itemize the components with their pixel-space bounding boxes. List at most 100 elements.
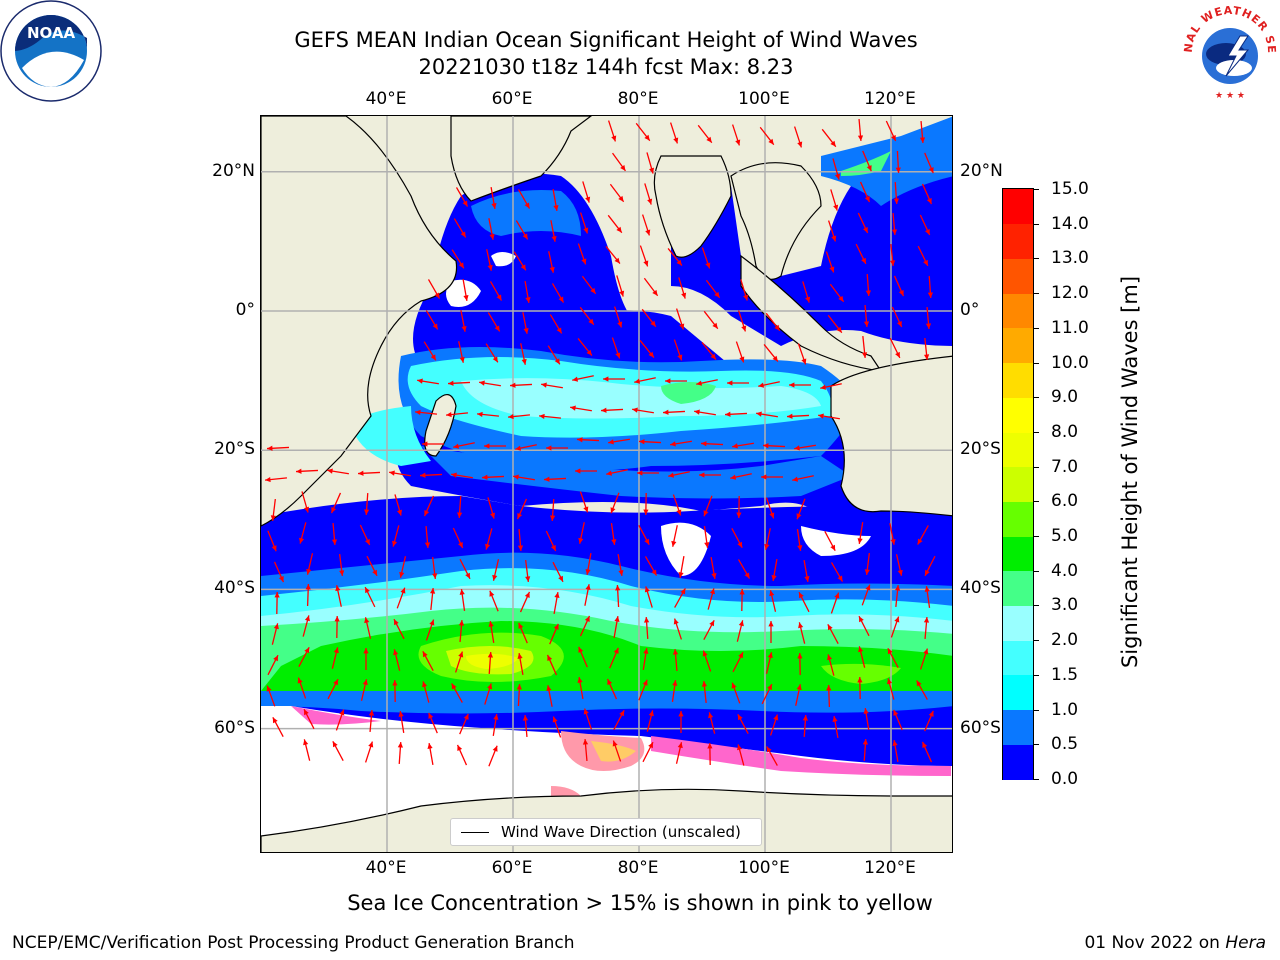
wave-direction-arrow — [331, 522, 338, 546]
wave-direction-arrow — [302, 615, 310, 637]
wave-direction-arrow — [303, 708, 315, 730]
wave-direction-arrow — [669, 122, 679, 144]
colorbar-tick-label: 12.0 — [1051, 283, 1089, 304]
colorbar-segment — [1003, 293, 1033, 329]
wave-direction-arrow — [487, 312, 501, 332]
wave-direction-arrow — [392, 679, 398, 703]
wave-direction-arrow — [857, 676, 863, 700]
wave-direction-arrow — [484, 683, 493, 705]
wave-direction-arrow — [917, 525, 929, 545]
wave-direction-arrow — [451, 472, 473, 479]
colorbar-segment — [1003, 501, 1033, 537]
wave-direction-arrow — [638, 439, 662, 445]
wave-direction-arrow — [769, 590, 777, 612]
colorbar-segment — [1003, 605, 1033, 641]
wave-direction-arrow — [417, 378, 439, 385]
wave-direction-arrow — [432, 557, 438, 579]
wave-direction-arrow — [547, 345, 561, 365]
wave-direction-arrow — [707, 588, 715, 610]
colorbar-tick-mark — [1034, 223, 1039, 225]
wave-direction-arrow — [423, 495, 435, 517]
wave-direction-arrow — [732, 442, 754, 449]
wave-direction-arrow — [703, 495, 713, 517]
lon-tick-label-top: 40°E — [365, 89, 407, 109]
wave-direction-arrow — [522, 714, 529, 738]
wave-direction-arrow — [487, 651, 493, 675]
colorbar-tick-mark — [1034, 431, 1039, 433]
colorbar-segment — [1003, 397, 1033, 433]
wave-direction-arrow — [582, 181, 591, 203]
wave-direction-arrow — [644, 556, 658, 576]
wave-direction-arrow — [272, 716, 284, 738]
wave-direction-arrow — [766, 746, 778, 766]
wave-direction-arrow — [553, 592, 560, 614]
wave-direction-arrow — [424, 525, 431, 549]
wave-direction-arrow — [802, 281, 811, 303]
wave-direction-arrow — [701, 680, 708, 704]
wave-direction-arrow — [330, 492, 342, 514]
wave-direction-arrow — [732, 651, 744, 673]
wave-direction-arrow — [830, 592, 840, 614]
colorbar-tick-mark — [1034, 570, 1039, 572]
wave-direction-arrow — [924, 152, 934, 174]
wave-direction-arrow — [927, 275, 933, 299]
wave-direction-arrow — [672, 648, 679, 672]
wave-direction-arrow — [765, 497, 775, 519]
lon-tick-label-bottom: 60°E — [491, 858, 533, 878]
wave-direction-arrow — [694, 409, 716, 416]
wave-direction-arrow — [517, 653, 524, 675]
wave-direction-arrow — [462, 279, 469, 301]
wave-direction-arrow — [794, 444, 816, 451]
lon-tick-label-top: 60°E — [491, 89, 533, 109]
wave-direction-arrow — [857, 212, 869, 234]
lon-tick-label-top: 100°E — [738, 89, 790, 109]
lat-tick-label-left: 0° — [235, 299, 255, 320]
wave-direction-arrow — [366, 555, 378, 577]
wave-direction-arrow — [456, 744, 468, 766]
colorbar-tick-mark — [1034, 779, 1039, 780]
wave-direction-arrow — [638, 679, 648, 701]
wave-direction-arrow — [707, 742, 713, 766]
map-title-line-1: GEFS MEAN Indian Ocean Significant Heigh… — [294, 28, 918, 52]
colorbar-segment — [1003, 640, 1033, 676]
wave-direction-arrow — [821, 128, 837, 148]
wave-direction-arrow — [670, 440, 692, 447]
wave-direction-arrow — [577, 677, 584, 699]
colorbar-segment — [1003, 327, 1033, 364]
colorbar-segment — [1003, 223, 1033, 259]
wave-direction-arrow — [394, 494, 403, 516]
wave-direction-arrow — [507, 413, 531, 420]
map-gridlines — [261, 116, 952, 852]
wave-direction-arrow — [789, 382, 811, 388]
wave-direction-arrow — [827, 314, 843, 334]
wave-direction-arrow — [445, 411, 469, 418]
wave-direction-arrow — [398, 711, 405, 733]
wave-direction-arrow — [887, 647, 899, 669]
wave-direction-arrow — [331, 647, 339, 669]
wave-direction-arrow — [646, 152, 655, 174]
wave-direction-arrow — [419, 472, 443, 478]
map-title-line-2: 20221030 t18z 144h fcst Max: 8.23 — [418, 55, 794, 79]
wave-direction-arrow — [552, 716, 562, 738]
wave-direction-arrow — [701, 342, 717, 360]
wave-direction-arrow — [673, 339, 683, 361]
colorbar-segment — [1003, 570, 1033, 607]
wave-direction-arrow — [771, 559, 778, 581]
wave-direction-arrow — [485, 343, 499, 363]
wave-height-map — [261, 116, 952, 852]
wave-direction-arrow — [543, 476, 567, 482]
wave-direction-arrow — [611, 337, 621, 359]
wave-direction-arrow — [923, 337, 930, 361]
colorbar-tick-label: 5.0 — [1051, 526, 1079, 547]
wave-direction-arrow — [792, 475, 814, 482]
wave-direction-arrow — [889, 243, 896, 267]
legend-line-swatch — [461, 832, 489, 833]
colorbar-segment — [1003, 189, 1033, 225]
wave-direction-arrow — [893, 181, 899, 205]
wave-direction-arrow — [923, 616, 930, 640]
wave-direction-arrow — [576, 437, 600, 443]
wave-direction-arrow — [796, 529, 803, 551]
wave-direction-arrow — [612, 152, 626, 172]
wave-direction-arrow — [575, 468, 597, 474]
colorbar-tick-label: 15.0 — [1051, 179, 1089, 199]
